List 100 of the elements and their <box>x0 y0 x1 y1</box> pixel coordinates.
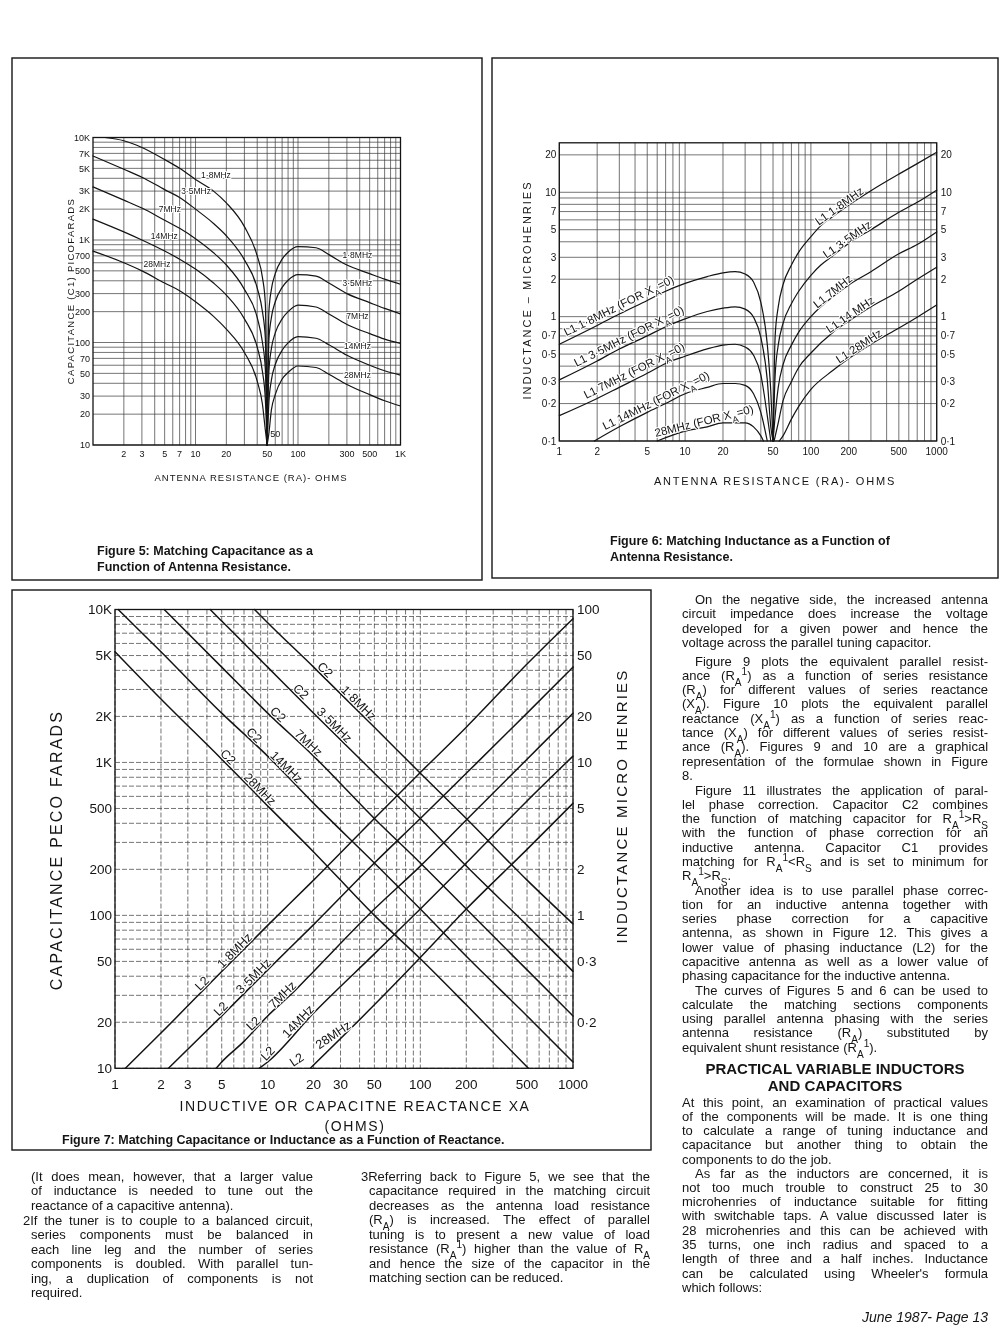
y-tick-label: 200 <box>89 862 112 878</box>
x-tick-label: 5 <box>644 446 651 457</box>
x-tick-label: 200 <box>840 446 858 457</box>
y-tick-label: 50 <box>96 954 112 970</box>
y-tick-label: 10 <box>577 755 593 771</box>
y-tick-label: 5 <box>550 224 557 236</box>
y-tick-label: 1K <box>95 755 112 771</box>
x-tick-label: 300 <box>339 449 355 459</box>
y-tick-label: 70 <box>79 353 90 364</box>
y-tick-label: 10K <box>87 602 112 618</box>
series-label: 28MHz <box>343 369 371 380</box>
series-label: 7MHz <box>158 204 181 215</box>
y-tick-label: 3K <box>78 186 90 197</box>
series-label: 28MHz <box>143 258 171 269</box>
y-tick-label: 100 <box>577 602 600 618</box>
text: (It does mean, however, that a larger value of inductance is needed to tune out the reactance of a capacitive antenna). <box>31 1168 313 1213</box>
x-axis-title: ANTENNA RESISTANCE (RA)- OHMS <box>653 475 897 487</box>
y-tick-label: 7 <box>550 206 557 218</box>
text: Figure 6: Matching Inductance as a Function of Antenna Resistance. <box>610 534 891 564</box>
x-tick-label: 5 <box>162 449 168 459</box>
y-tick-label: 0·3 <box>940 376 956 388</box>
series-label: 14MHz <box>343 340 371 351</box>
y-tick-label: 500 <box>89 801 112 817</box>
y-tick-label: 0·3 <box>577 954 597 970</box>
y-tick-label: 0·1 <box>940 435 956 447</box>
text: 3Referring back to Figure 5, we see that the capacitance required in the matching circuit decreases as the antenna load resistance (R$_{A}$) is increased. The effect of parallel tuning is to present a new value of load resistance (R$_{A}$$^{1}$) higher than the value of R$_{A}$ and hence the size of the capacitor in the matching section can be reduced. <box>361 1168 651 1285</box>
x-tick-label: 3 <box>139 449 145 459</box>
x-tick-label: 10 <box>679 446 692 457</box>
y-axis-title: INDUCTANCE MICRO HENRIES <box>613 668 630 944</box>
y-tick-label: 20 <box>940 149 953 161</box>
x-tick-label: 1000 <box>925 446 949 457</box>
x-tick-label: 2 <box>121 449 127 459</box>
y-tick-label: 50 <box>577 648 593 664</box>
text: Figure 9 plots the equivalent parallel resist- ance (R$_{A}$$^{1}$) as a function of series resistance (R$_{A}$) for different values of series reactance (X$_{A}$). Figure 10 plots the equivalent parallel reactance (X$_{A}$$^{1}$) as a function of series reac- tance (X$_{A}$) for different values of series resist- ance (R$_{A}$). Figures 9 and 10 are a graphical representation of the formulae shown in Figure 8. <box>682 653 989 783</box>
x-axis-title: ANTENNA RESISTANCE (RA)- OHMS <box>154 472 348 483</box>
y-tick-label: 10 <box>940 186 953 198</box>
y-tick-label: 2K <box>95 709 112 725</box>
y-tick-label: 3 <box>550 251 557 263</box>
y-tick-label: 0·7 <box>940 330 956 342</box>
y-tick-label: 3 <box>940 251 947 263</box>
x-tick-label: 100 <box>409 1077 432 1092</box>
y-tick-label: 30 <box>79 391 90 402</box>
series-label: 7MHz <box>346 311 369 322</box>
x-tick-label: 100 <box>802 446 820 457</box>
y-tick-label: 100 <box>74 337 90 348</box>
x-tick-label: 10 <box>190 449 201 459</box>
y-tick-label: 5K <box>95 648 112 664</box>
y-tick-label: 500 <box>74 266 90 277</box>
y-tick-label: 0·2 <box>577 1014 597 1030</box>
annotation: 50 <box>270 428 281 439</box>
y-axis-title: CAPACITANCE PECO FARADS <box>48 709 65 991</box>
text: The curves of Figures 5 and 6 can be used to calculate the matching sections components using parallel antenna phasing with the series antenna resistance (R$_{A}$) substituted by equivalent shunt resistance (R$_{A}$$^{1}$). <box>682 982 989 1060</box>
x-tick-label: 1000 <box>557 1077 589 1092</box>
text: PRACTICAL VARIABLE INDUCTORS AND CAPACITORS <box>705 1060 965 1094</box>
y-tick-label: 0·2 <box>541 398 557 410</box>
y-tick-label: 5K <box>78 163 90 174</box>
x-tick-label: 3 <box>184 1077 192 1092</box>
y-tick-label: 10K <box>73 132 90 143</box>
y-tick-label: 2 <box>577 862 585 878</box>
x-tick-label: 2 <box>157 1077 165 1092</box>
x-tick-label: 50 <box>366 1077 382 1092</box>
y-tick-label: 10 <box>545 186 557 198</box>
y-tick-label: 10 <box>96 1061 112 1077</box>
x-tick-label: 1K <box>394 449 407 459</box>
y-tick-label: 5 <box>940 224 947 236</box>
y-tick-label: 20 <box>577 709 593 725</box>
series-label: 3·5MHz <box>342 278 373 289</box>
y-tick-label: 2 <box>940 273 947 285</box>
y-tick-label: 20 <box>545 149 557 161</box>
series-label: 1·8MHz <box>201 170 231 181</box>
y-tick-label: 0·5 <box>541 348 557 360</box>
y-tick-label: 5 <box>577 801 585 817</box>
x-tick-label: 500 <box>890 446 908 457</box>
y-tick-label: 0·7 <box>541 330 557 342</box>
y-axis-title: CAPACITANCE (C1) PICOFARADS <box>65 197 76 385</box>
x-tick-label: 5 <box>217 1077 226 1092</box>
x-tick-label: 7 <box>177 449 183 459</box>
y-tick-label: 20 <box>79 409 90 420</box>
x-tick-label: 50 <box>262 449 273 459</box>
y-tick-label: 1 <box>940 311 947 323</box>
x-tick-label: 500 <box>362 449 378 459</box>
text: Figure 7: Matching Capacitance or Inductance as a Function of Reactance. <box>62 1133 505 1147</box>
x-axis-title: INDUCTIVE OR CAPACITNE REACTANCE XA (OHMS) <box>179 1098 531 1134</box>
y-tick-label: 700 <box>74 251 90 262</box>
y-tick-label: 200 <box>74 306 90 317</box>
text: On the negative side, the increased antenna circuit impedance does increase the voltage developed for a given power and hence the voltage across the parallel tuning capacitor. <box>682 592 989 650</box>
y-tick-label: 2K <box>78 204 90 215</box>
y-tick-label: 100 <box>89 908 112 924</box>
text: 2If the tuner is to couple to a balanced circuit, series components must be balanced in each line leg and the number of series components is doubled. With parallel tun- ing, a duplication of components is not required. <box>23 1212 314 1300</box>
x-tick-label: 500 <box>515 1077 539 1092</box>
y-tick-label: 2 <box>550 273 557 285</box>
y-tick-label: 20 <box>96 1014 112 1030</box>
x-tick-label: 10 <box>260 1077 276 1092</box>
y-tick-label: 1 <box>577 908 585 924</box>
text: Figure 5: Matching Capacitance as a Function of Antenna Resistance. <box>97 544 315 574</box>
x-tick-label: 20 <box>306 1077 322 1092</box>
y-tick-label: 0·1 <box>541 435 557 447</box>
y-tick-label: 7 <box>940 206 947 218</box>
y-tick-label: 1K <box>78 235 90 246</box>
x-tick-label: 200 <box>455 1077 478 1092</box>
